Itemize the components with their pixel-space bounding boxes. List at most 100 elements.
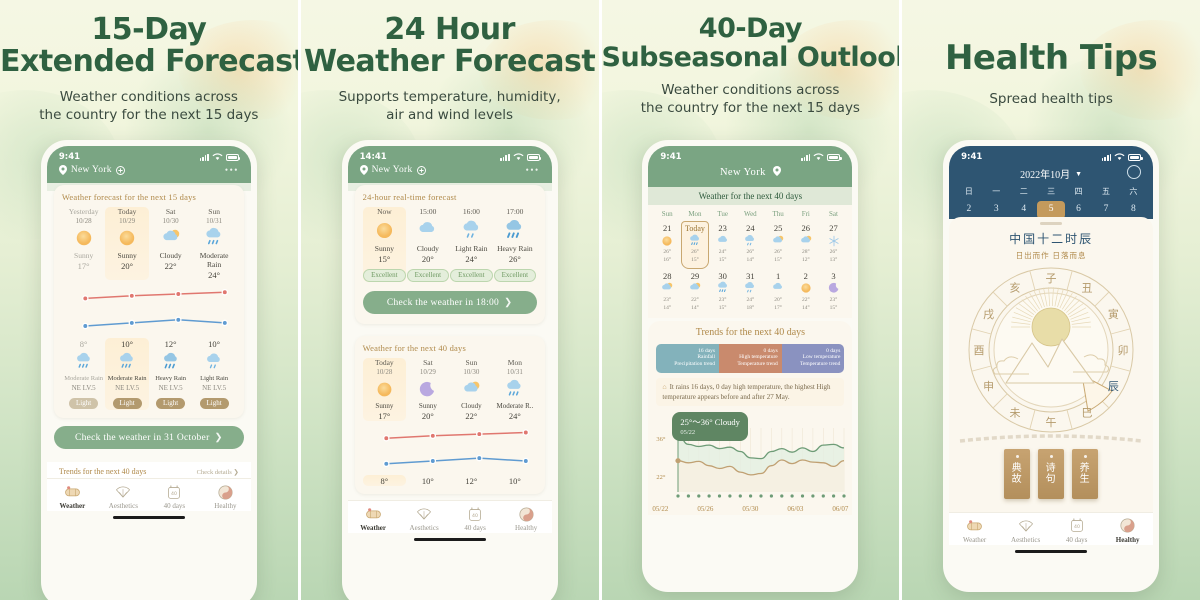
calendar-day[interactable]: Today 26° 15° (681, 221, 709, 269)
calendar-icon: 40 (469, 506, 481, 521)
forecast-day[interactable]: Yesterday 10/28 Sunny 17° (62, 207, 106, 280)
calendar-day[interactable]: 2 (966, 204, 972, 214)
forecast-day-lower[interactable]: 12° Heavy Rain NE LV.5 Light (149, 338, 193, 410)
location-group[interactable]: New York (359, 165, 426, 175)
gear-icon[interactable] (1127, 165, 1142, 179)
branch-未[interactable]: 未 (1010, 406, 1021, 419)
calendar-day[interactable]: 23 24° 15° (709, 221, 737, 269)
calendar-day[interactable]: 30 23° 15° (709, 269, 737, 316)
calendar-day[interactable]: 1 20° 17° (764, 269, 792, 316)
tab-healthy[interactable]: Healthy (200, 484, 251, 510)
calendar-day[interactable]: 25 26° 15° (764, 221, 792, 269)
plaque-card[interactable]: 典故 (1004, 448, 1031, 499)
hour-cell[interactable]: Now Sunny 15° Excellent (362, 207, 407, 282)
branch-亥[interactable]: 亥 (1010, 280, 1021, 294)
rain-icon (717, 281, 727, 293)
plaque-card[interactable]: 养生 (1072, 448, 1099, 499)
tab-weather[interactable]: Weather (47, 484, 98, 510)
content-sheet: 中国十二时辰 日出而作 日落而息 (949, 217, 1154, 512)
forecast-day[interactable]: Today 10/28 Sunny 17° (362, 358, 407, 421)
calendar-day-high: 22° (691, 296, 699, 303)
partly-cloudy-icon (773, 235, 784, 242)
calendar-day[interactable]: 4 (1021, 204, 1027, 214)
calendar-day[interactable]: 6 (1076, 204, 1081, 214)
sun-icon (801, 283, 811, 293)
hour-cell[interactable]: 15:00 Cloudy 20° Excellent (406, 207, 450, 282)
tab-40-days[interactable]: 40 40 days (149, 484, 200, 510)
forecast-day-lower[interactable]: 10° Light Rain NE LV.5 Light (192, 338, 236, 410)
location-title[interactable]: New York (648, 164, 852, 187)
calendar-day[interactable]: 5 (1037, 201, 1065, 219)
branch-巳[interactable]: 巳 (1082, 406, 1093, 419)
month-selector[interactable]: 2022年10月 ▼ (949, 164, 1153, 186)
weekday-label: 日 (964, 187, 973, 196)
branch-申[interactable]: 申 (983, 380, 994, 393)
tab-40-days[interactable]: 40 40 days (1051, 518, 1102, 544)
branch-寅[interactable]: 寅 (1108, 307, 1119, 321)
plaque-card[interactable]: 诗句 (1038, 448, 1065, 499)
chevron-down-icon[interactable]: ▼ (1075, 169, 1083, 178)
branch-子[interactable]: 子 (1046, 272, 1057, 285)
check-weather-button[interactable]: Check the weather in 31 October ❯ (53, 426, 244, 449)
tab-healthy[interactable]: Healthy (1102, 518, 1153, 544)
more-menu-icon[interactable]: ••• (525, 165, 540, 175)
calendar-day[interactable]: 21 26° 16° (653, 221, 681, 269)
add-city-icon[interactable] (115, 165, 125, 175)
branch-戌[interactable]: 戌 (983, 308, 994, 321)
chevron-right-icon: ❯ (504, 298, 513, 308)
calendar-day[interactable]: 24 26° 14° (737, 221, 765, 269)
more-menu-icon[interactable]: ••• (224, 165, 239, 175)
branch-卯[interactable]: 卯 (1118, 344, 1129, 357)
location-group[interactable]: New York (58, 165, 125, 175)
hour-cell[interactable]: 17:00 Heavy Rain 26° Excellent (493, 207, 537, 282)
battery-icon (827, 153, 842, 161)
calendar-day[interactable]: 3 (993, 204, 999, 214)
tab-aesthetics[interactable]: Aesthetics (1000, 518, 1051, 544)
forecast-day-lower[interactable]: 10° Moderate Rain NE LV.5 Light (105, 338, 149, 410)
calendar-day[interactable]: 31 24° 18° (737, 269, 765, 316)
forecast-day[interactable]: Sat 10/30 Cloudy 22° (149, 207, 193, 280)
trend-stat-card[interactable]: 0 days High temperature Temperature tren… (719, 343, 782, 374)
tab-aesthetics[interactable]: Aesthetics (98, 484, 149, 510)
calendar-day-low: 12° (801, 256, 810, 263)
forecast-day[interactable]: Sun 10/30 Cloudy 22° (450, 358, 494, 421)
tab-healthy[interactable]: Healthy (501, 506, 552, 532)
forecast-card-title: Weather forecast for the next 15 days (61, 192, 197, 202)
branch-午[interactable]: 午 (1046, 416, 1057, 429)
branch-辰[interactable]: 辰 (1108, 380, 1119, 393)
tab-40-days[interactable]: 40 40 days (450, 506, 501, 532)
tab-aesthetics[interactable]: Aesthetics (399, 506, 450, 532)
forecast-day[interactable]: Mon 10/31 Moderate R.. 24° (493, 358, 537, 421)
branch-酉[interactable]: 酉 (974, 344, 985, 357)
calendar-day[interactable]: 3 23° 15° (820, 269, 848, 316)
hour-cell[interactable]: 16:00 Light Rain 24° Excellent (450, 207, 494, 282)
weekday-label: 一 (992, 187, 1001, 196)
calendar-day[interactable]: 29 22° 14° (681, 269, 709, 316)
forecast-day[interactable]: Today 10/29 Sunny 20° (105, 207, 149, 280)
forecast-day[interactable]: Sun 10/31 Moderate Rain 24° (192, 207, 236, 280)
twelve-hour-dial[interactable]: 子丑寅卯辰巳午 未 申 酉 戌 亥 (966, 265, 1136, 435)
trend-teaser-details[interactable]: Check details ❯ (196, 468, 239, 476)
headline-line2: Weather Forecast (304, 44, 596, 80)
day-high-temp: 22° (164, 261, 177, 271)
headline-line1: 40-Day (698, 13, 803, 44)
forecast-day[interactable]: Sat 10/29 Sunny 20° (406, 358, 450, 421)
calendar-day[interactable]: 27 26° 13° (820, 221, 848, 269)
branch-丑[interactable]: 丑 (1082, 281, 1093, 294)
check-weather-button[interactable]: Check the weather in 18:00 ❯ (362, 291, 537, 314)
tab-weather[interactable]: Weather (949, 518, 1000, 544)
calendar-day[interactable]: 8 (1131, 204, 1136, 214)
calendar-day[interactable]: 26 28° 12° (792, 221, 820, 269)
trend-stat-card[interactable]: 0 days Low temperature Temperature trend (781, 343, 845, 374)
calendar-day[interactable]: 28 23° 14° (653, 269, 681, 316)
trend-stat-card[interactable]: 16 days Rainfall Precipitation trend (656, 343, 720, 374)
trend-teaser-bar[interactable]: Trends for the next 40 days Check detail… (46, 462, 251, 478)
sheet-grabber[interactable] (1040, 222, 1063, 225)
add-city-icon[interactable] (416, 165, 426, 175)
day-name: Sat (423, 358, 433, 367)
calendar-day[interactable]: 2 22° 14° (792, 269, 820, 316)
calendar-day[interactable]: 7 (1103, 204, 1109, 214)
tab-weather[interactable]: Weather (348, 506, 399, 532)
day-name: Sat (165, 207, 176, 216)
forecast-day-lower[interactable]: 8° Moderate Rain NE LV.5 Light (62, 338, 106, 410)
